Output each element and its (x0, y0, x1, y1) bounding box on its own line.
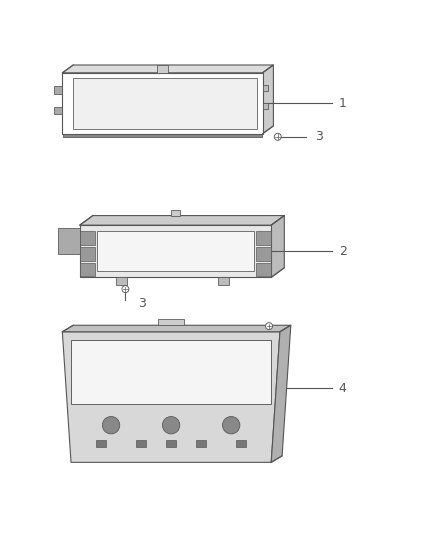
Polygon shape (62, 65, 273, 73)
Circle shape (274, 133, 281, 140)
Circle shape (223, 416, 240, 434)
Circle shape (122, 286, 129, 293)
Polygon shape (54, 107, 62, 114)
Bar (236, 440, 247, 447)
Polygon shape (171, 211, 180, 215)
Polygon shape (256, 231, 271, 245)
Polygon shape (80, 225, 271, 277)
Text: 4: 4 (339, 382, 346, 395)
Polygon shape (80, 247, 95, 261)
Polygon shape (80, 231, 95, 245)
Polygon shape (71, 341, 271, 403)
Polygon shape (262, 85, 268, 91)
Polygon shape (158, 319, 184, 325)
Polygon shape (271, 215, 284, 277)
Polygon shape (54, 86, 62, 94)
Polygon shape (262, 103, 268, 109)
Polygon shape (62, 332, 280, 462)
Text: 1: 1 (339, 97, 346, 110)
Bar (136, 440, 146, 447)
Circle shape (265, 322, 272, 329)
Text: 3: 3 (315, 130, 323, 143)
Polygon shape (157, 65, 168, 73)
Polygon shape (271, 325, 291, 462)
Bar (166, 440, 177, 447)
Bar (196, 440, 206, 447)
Polygon shape (256, 247, 271, 261)
Polygon shape (73, 78, 257, 128)
Polygon shape (63, 134, 261, 137)
Polygon shape (262, 65, 273, 134)
Polygon shape (256, 263, 271, 276)
Polygon shape (62, 73, 262, 134)
Polygon shape (218, 277, 229, 285)
Polygon shape (58, 228, 80, 254)
Polygon shape (97, 231, 254, 271)
Circle shape (162, 416, 180, 434)
Text: 3: 3 (138, 297, 146, 310)
Polygon shape (80, 215, 284, 225)
Circle shape (102, 416, 120, 434)
Polygon shape (80, 263, 95, 276)
Polygon shape (62, 325, 291, 332)
Text: 2: 2 (339, 245, 346, 258)
Bar (96, 440, 106, 447)
Polygon shape (117, 277, 127, 285)
